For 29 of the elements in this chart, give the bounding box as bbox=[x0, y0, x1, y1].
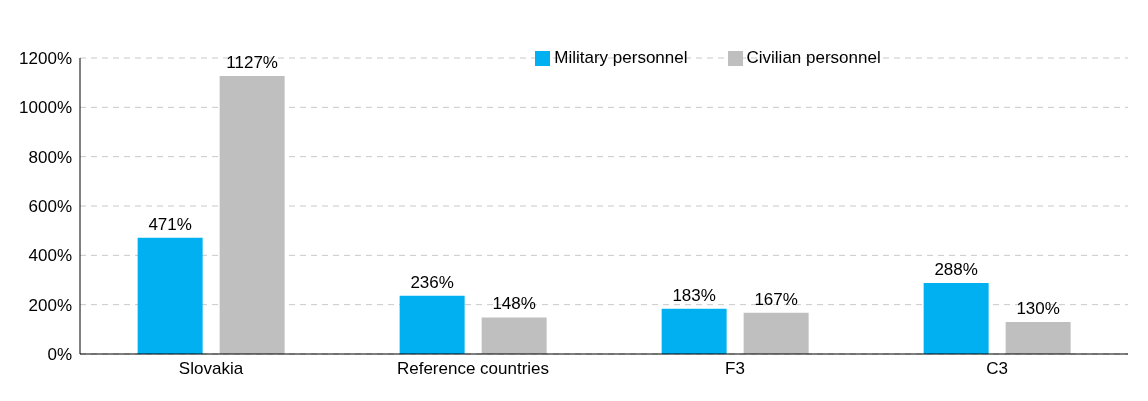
bar bbox=[661, 308, 727, 354]
x-tick-label: Reference countries bbox=[396, 359, 550, 379]
y-tick-label: 1200% bbox=[19, 49, 72, 69]
y-tick-label: 600% bbox=[28, 197, 72, 217]
data-label: 130% bbox=[1016, 298, 1060, 318]
y-tick-label: 0% bbox=[47, 345, 72, 365]
x-tick-label: F3 bbox=[725, 359, 745, 379]
bar bbox=[399, 295, 465, 354]
data-label: 288% bbox=[934, 259, 978, 279]
data-label: 236% bbox=[410, 272, 454, 292]
x-tick-label: Slovakia bbox=[178, 359, 244, 379]
bar bbox=[743, 312, 809, 354]
legend-label: Military personnel bbox=[554, 48, 688, 67]
x-tick-label: C3 bbox=[986, 359, 1008, 379]
data-label: 183% bbox=[672, 285, 716, 305]
bar bbox=[923, 282, 989, 354]
data-label: 148% bbox=[492, 294, 536, 314]
y-tick-label: 800% bbox=[28, 147, 72, 167]
bar bbox=[219, 76, 285, 354]
bar bbox=[481, 317, 547, 354]
bar bbox=[137, 237, 203, 354]
data-label: 471% bbox=[148, 214, 192, 234]
y-tick-label: 1000% bbox=[19, 98, 72, 118]
data-label: 1127% bbox=[226, 53, 278, 73]
bar bbox=[1005, 321, 1071, 354]
y-tick-label: 400% bbox=[28, 246, 72, 266]
y-tick-label: 200% bbox=[28, 295, 72, 315]
data-label: 167% bbox=[754, 289, 798, 309]
legend-label: Civilian personnel bbox=[746, 48, 881, 67]
